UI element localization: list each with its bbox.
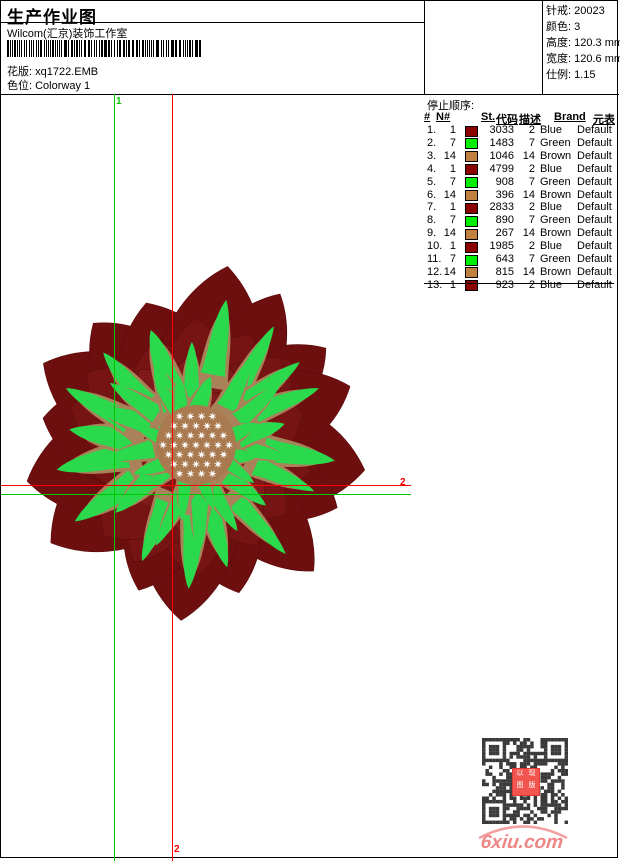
svg-text:6xiu.com: 6xiu.com xyxy=(480,832,565,853)
